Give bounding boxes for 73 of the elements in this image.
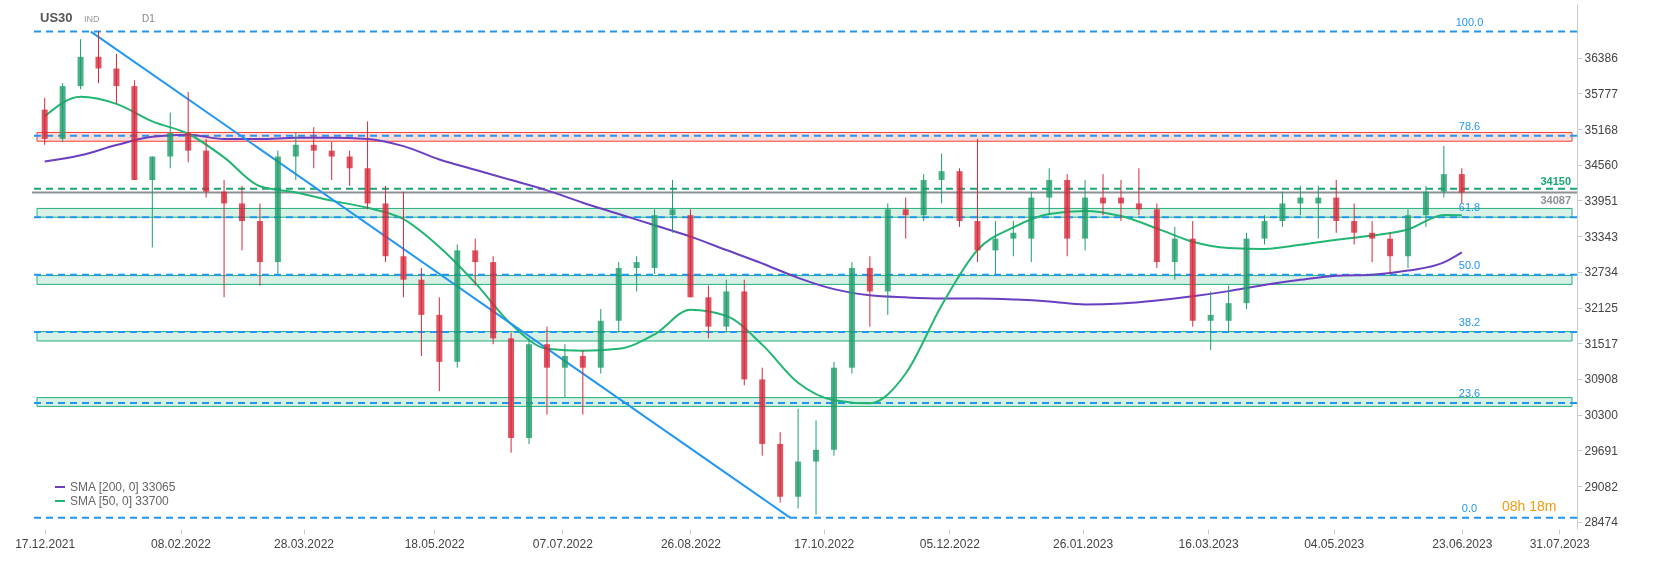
candlestick xyxy=(167,112,174,169)
y-tick-label: 35777 xyxy=(1584,86,1619,101)
x-tick-label: 08.02.2022 xyxy=(150,536,212,551)
annotation: D1 xyxy=(142,13,156,24)
legend-label: SMA [50, 0] 33700 xyxy=(70,494,170,508)
x-tick-label: 18.05.2022 xyxy=(404,536,466,551)
candlestick xyxy=(813,419,820,515)
y-tick-label: 29082 xyxy=(1584,479,1619,494)
annotation: 38.2 xyxy=(1458,316,1481,329)
candlestick xyxy=(1225,285,1232,333)
legend-label: SMA [200, 0] 33065 xyxy=(70,480,176,494)
candlestick xyxy=(95,31,102,84)
candlestick xyxy=(1135,167,1142,216)
candlestick xyxy=(633,255,640,292)
candlestick xyxy=(1207,290,1214,351)
candlestick xyxy=(1369,220,1376,263)
candlestick xyxy=(1010,220,1017,257)
y-tick-label: 35168 xyxy=(1584,122,1619,137)
x-tick-label: 05.12.2022 xyxy=(919,536,981,551)
candlestick xyxy=(1387,232,1394,275)
candlestick xyxy=(472,238,479,287)
candlestick xyxy=(113,53,120,105)
x-tick-label: 23.06.2023 xyxy=(1432,536,1493,551)
candlestick xyxy=(185,91,192,163)
annotation: 0.0 xyxy=(1461,501,1478,514)
y-tick-label: 31517 xyxy=(1584,336,1619,351)
candlestick xyxy=(579,349,586,416)
candlestick xyxy=(328,141,335,181)
candlestick xyxy=(866,255,873,328)
y-tick-label: 28474 xyxy=(1584,515,1619,530)
x-tick-label: 31.07.2023 xyxy=(1529,536,1591,551)
ref-line-label: 34087 xyxy=(1540,194,1571,207)
candlestick xyxy=(1351,202,1358,245)
y-tick-label: 33951 xyxy=(1584,193,1619,208)
candlestick xyxy=(902,197,909,240)
annotation: 50.0 xyxy=(1458,258,1481,271)
candlestick xyxy=(221,179,228,298)
y-tick-label: 34560 xyxy=(1584,158,1619,173)
candlestick xyxy=(239,185,246,251)
candlestick xyxy=(310,126,317,169)
annotation: IND xyxy=(84,14,100,24)
candlestick xyxy=(992,220,999,275)
x-tick-label: 07.07.2022 xyxy=(532,536,594,551)
x-tick-label: 26.01.2023 xyxy=(1053,536,1114,551)
x-tick-label: 17.12.2021 xyxy=(15,536,76,551)
annotation: US30 xyxy=(40,10,73,25)
ref-line-label: 34150 xyxy=(1540,174,1571,187)
annotation: 08h 18m xyxy=(1502,498,1557,514)
candlestick xyxy=(1171,226,1178,281)
x-tick-label: 26.08.2022 xyxy=(660,536,722,551)
y-tick-label: 36386 xyxy=(1584,51,1619,66)
annotation: 100.0 xyxy=(1455,15,1484,28)
y-tick-label: 33343 xyxy=(1584,229,1619,244)
candlestick xyxy=(346,150,353,187)
y-tick-label: 29691 xyxy=(1584,443,1619,458)
candlestick xyxy=(561,343,568,398)
candlestick xyxy=(543,326,550,416)
x-tick-label: 17.10.2022 xyxy=(794,536,855,551)
candlestick xyxy=(1333,179,1340,234)
y-tick-label: 30908 xyxy=(1584,372,1619,387)
candlestick xyxy=(1261,214,1268,245)
x-tick-label: 28.03.2022 xyxy=(273,536,335,551)
y-tick-label: 32734 xyxy=(1584,265,1619,280)
x-tick-label: 16.03.2023 xyxy=(1178,536,1239,551)
candlestick xyxy=(292,132,299,181)
x-tick-label: 04.05.2023 xyxy=(1304,536,1365,551)
candlestick xyxy=(400,191,407,298)
y-tick-label: 30300 xyxy=(1584,408,1619,423)
annotation: 23.6 xyxy=(1458,387,1481,400)
annotation: 78.6 xyxy=(1458,119,1481,132)
candlestick xyxy=(1458,167,1465,204)
y-tick-label: 32125 xyxy=(1584,301,1619,316)
candlestick xyxy=(1279,191,1286,228)
